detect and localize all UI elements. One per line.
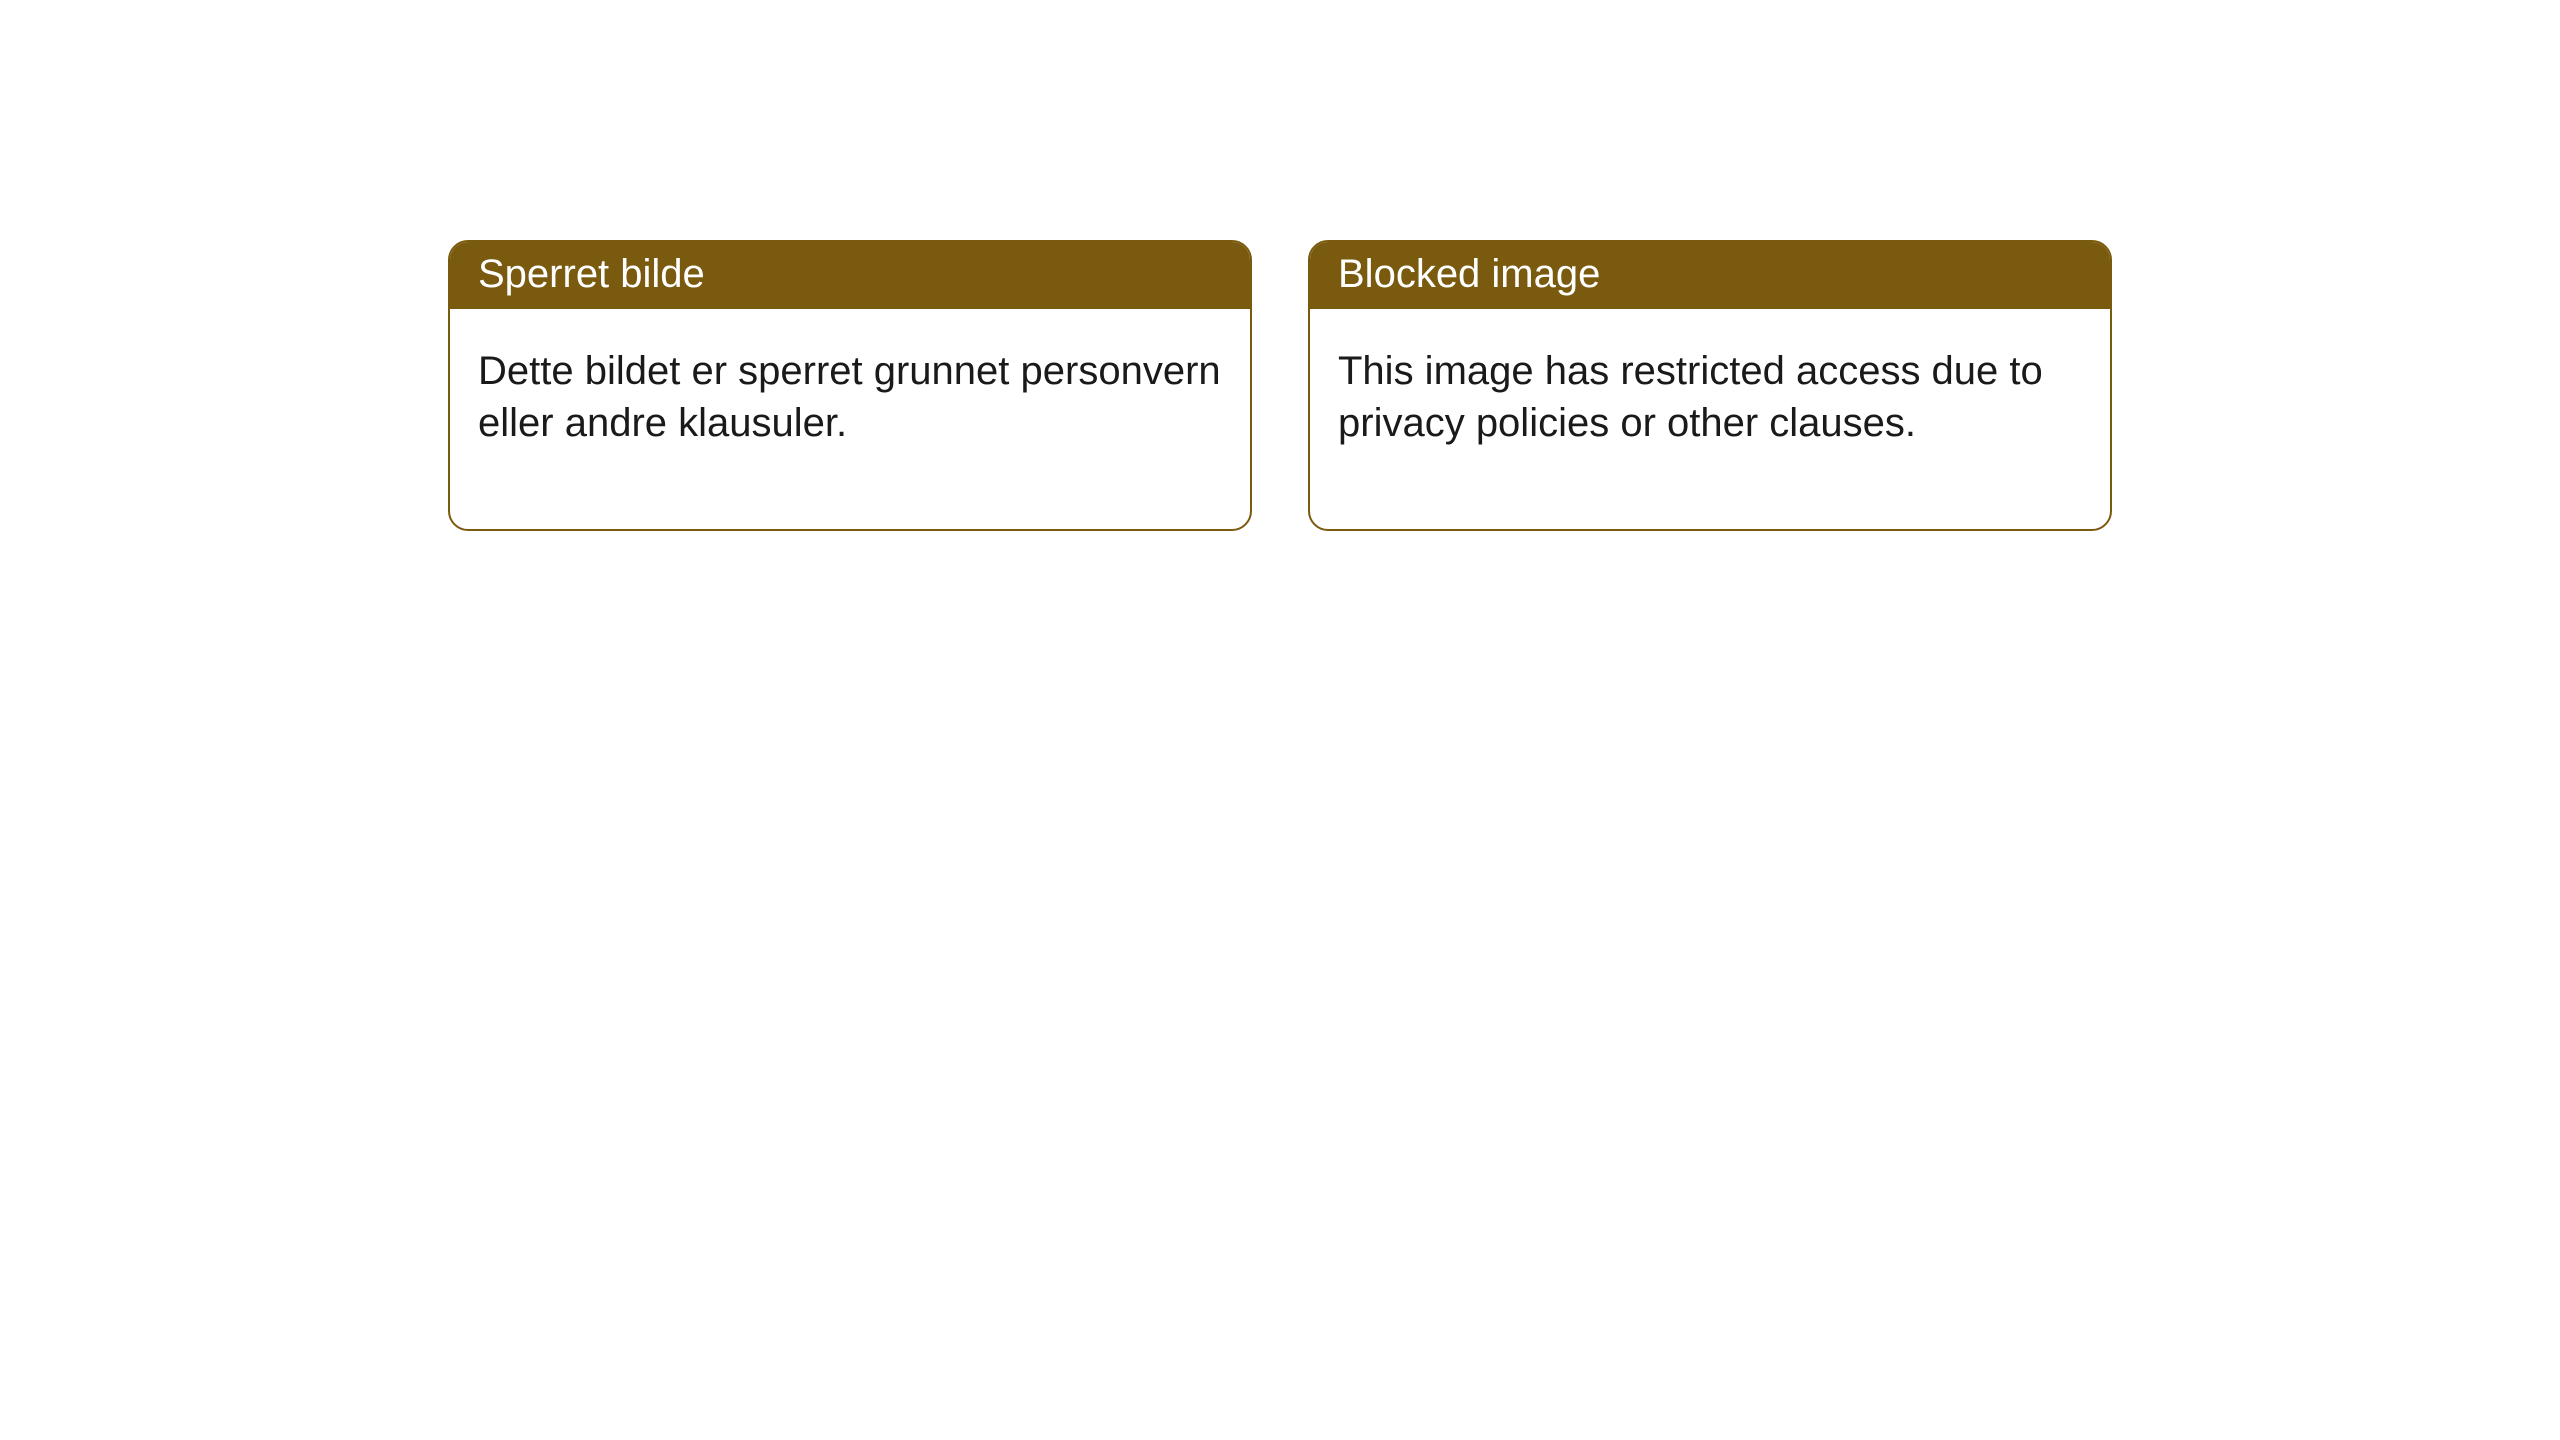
- blocked-image-cards: Sperret bilde Dette bildet er sperret gr…: [448, 240, 2112, 531]
- blocked-card-norwegian: Sperret bilde Dette bildet er sperret gr…: [448, 240, 1252, 531]
- card-body-text: This image has restricted access due to …: [1338, 349, 2043, 445]
- card-body-text: Dette bildet er sperret grunnet personve…: [478, 349, 1221, 445]
- card-title: Sperret bilde: [478, 252, 705, 296]
- card-body: This image has restricted access due to …: [1310, 309, 2110, 529]
- card-header: Sperret bilde: [450, 242, 1250, 309]
- blocked-card-english: Blocked image This image has restricted …: [1308, 240, 2112, 531]
- card-header: Blocked image: [1310, 242, 2110, 309]
- card-body: Dette bildet er sperret grunnet personve…: [450, 309, 1250, 529]
- card-title: Blocked image: [1338, 252, 1600, 296]
